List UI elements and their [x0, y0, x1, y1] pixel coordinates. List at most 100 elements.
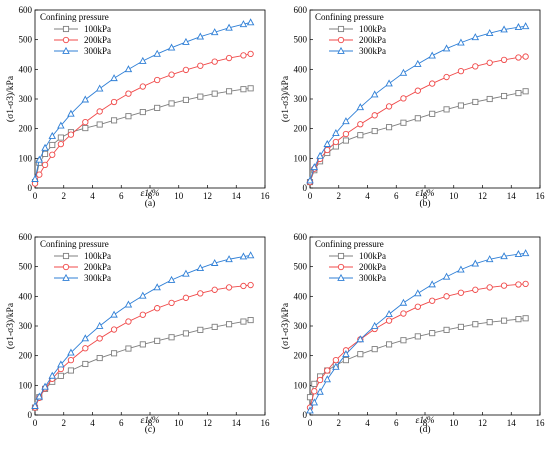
data-point-100kPa — [82, 360, 89, 368]
data-point-300kPa — [414, 289, 422, 297]
data-point-300kPa — [57, 360, 65, 368]
data-point-100kPa — [443, 326, 450, 333]
data-point-300kPa — [428, 280, 436, 288]
data-point-200kPa — [515, 281, 522, 288]
data-point-300kPa — [35, 392, 44, 400]
data-point-200kPa — [211, 286, 218, 293]
data-point-300kPa — [246, 251, 255, 259]
chart-panel-4: 0 2 4 6 8 10 12 14 16 0 100 200 300 400 500 600 ε1/% (σ1-… — [280, 232, 545, 435]
data-point-300kPa — [356, 335, 365, 343]
legend-marker-100kPa — [62, 252, 70, 260]
data-point-200kPa — [67, 356, 75, 364]
y-tick-label: 200 — [19, 124, 33, 134]
legend-marker-300kPa — [62, 46, 70, 54]
legend-marker-100kPa — [62, 25, 70, 33]
chart-panel-3: 0 2 4 6 8 10 12 14 16 0 100 200 300 400 500 600 ε1/% (σ1-… — [5, 232, 270, 435]
legend-marker-200kPa — [337, 263, 345, 271]
plot-frame — [309, 236, 541, 416]
x-tick-label: 0 — [308, 191, 313, 201]
series-line-100kPa — [34, 87, 251, 183]
data-point-300kPa — [110, 310, 118, 318]
data-point-200kPa — [429, 297, 436, 304]
data-point-100kPa — [457, 323, 464, 330]
data-point-100kPa — [240, 318, 247, 325]
data-point-100kPa — [429, 110, 436, 117]
x-tick-label: 14 — [232, 418, 242, 428]
data-point-300kPa — [153, 283, 161, 291]
data-point-300kPa — [323, 139, 332, 147]
data-point-200kPa — [96, 335, 103, 342]
data-point-100kPa — [182, 96, 189, 103]
x-tick-label: 16 — [536, 418, 546, 428]
y-tick-label: 400 — [294, 64, 308, 74]
data-point-200kPa — [414, 87, 421, 94]
data-point-100kPa — [182, 330, 189, 337]
data-point-300kPa — [182, 37, 190, 45]
data-point-100kPa — [226, 321, 233, 328]
data-point-200kPa — [125, 318, 132, 325]
legend-marker-100kPa — [337, 252, 345, 260]
data-point-300kPa — [323, 375, 332, 383]
data-point-200kPa — [400, 95, 407, 102]
data-point-300kPa — [182, 269, 190, 277]
x-tick-label: 16 — [261, 191, 271, 201]
data-point-300kPa — [167, 275, 176, 283]
data-point-300kPa — [342, 117, 350, 125]
data-point-300kPa — [414, 59, 422, 67]
x-tick-label: 14 — [507, 418, 517, 428]
x-tick-label: 4 — [365, 418, 370, 428]
data-point-200kPa — [371, 112, 378, 119]
data-point-300kPa — [239, 252, 248, 260]
y-tick-label: 500 — [19, 35, 33, 45]
data-point-200kPa — [41, 161, 49, 169]
data-point-200kPa — [385, 103, 393, 110]
data-point-100kPa — [311, 380, 318, 387]
data-point-100kPa — [139, 109, 146, 116]
y-tick-label: 400 — [294, 291, 308, 301]
legend-marker-300kPa — [62, 273, 70, 281]
data-point-200kPa — [139, 83, 146, 90]
data-point-100kPa — [247, 85, 254, 92]
x-tick-label: 6 — [394, 418, 399, 428]
x-tick-label: 2 — [337, 418, 342, 428]
data-point-200kPa — [500, 282, 508, 289]
data-point-100kPa — [501, 317, 508, 324]
data-point-300kPa — [457, 265, 465, 273]
data-point-200kPa — [443, 73, 450, 81]
legend-marker-200kPa — [62, 263, 70, 271]
y-tick-label: 300 — [294, 321, 308, 331]
data-point-300kPa — [167, 43, 176, 51]
data-point-100kPa — [342, 137, 349, 144]
y-tick-label: 400 — [19, 64, 33, 74]
data-point-300kPa — [110, 74, 118, 82]
data-point-100kPa — [357, 132, 364, 139]
data-point-100kPa — [400, 119, 407, 126]
data-point-200kPa — [49, 151, 56, 158]
data-point-200kPa — [110, 326, 118, 333]
data-point-200kPa — [225, 54, 233, 62]
x-tick-label: 12 — [478, 418, 487, 428]
x-axis-label: ε1/% — [140, 416, 159, 426]
x-axis-label: ε1/% — [415, 416, 434, 426]
data-point-300kPa — [48, 131, 57, 139]
data-point-100kPa — [226, 88, 233, 95]
y-tick-label: 500 — [19, 262, 33, 272]
x-tick-label: 2 — [62, 191, 67, 201]
data-point-200kPa — [332, 356, 340, 364]
data-point-200kPa — [82, 118, 89, 126]
data-point-300kPa — [500, 252, 508, 260]
y-tick-label: 0 — [303, 183, 308, 193]
data-point-200kPa — [472, 63, 479, 70]
data-point-200kPa — [342, 130, 350, 138]
x-tick-label: 10 — [174, 418, 184, 428]
data-point-300kPa — [356, 103, 365, 111]
legend-title: Confining pressure — [40, 239, 109, 249]
x-tick-label: 8 — [148, 191, 153, 201]
y-tick-label: 200 — [19, 351, 33, 361]
x-tick-label: 8 — [148, 418, 153, 428]
data-point-200kPa — [154, 76, 161, 84]
data-point-300kPa — [514, 250, 523, 258]
data-point-300kPa — [35, 155, 44, 163]
x-tick-label: 10 — [449, 418, 459, 428]
data-point-200kPa — [168, 71, 175, 78]
